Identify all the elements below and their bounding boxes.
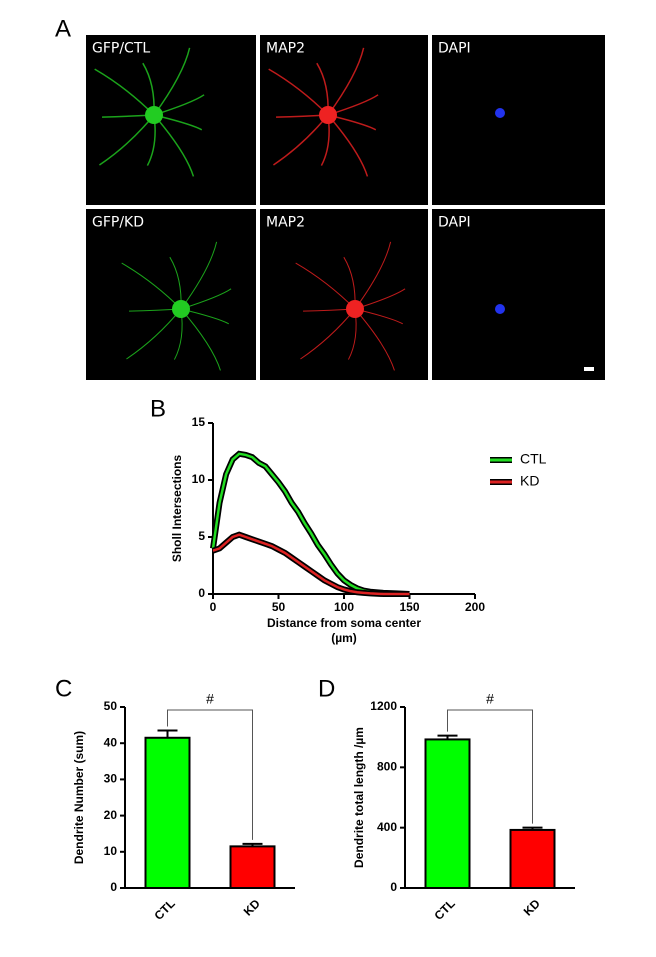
tile-label: MAP2 [266,215,305,231]
x-tick-label: 150 [399,600,419,614]
error-band [212,531,410,597]
nucleus [495,304,505,314]
panel-label: A [55,15,71,42]
y-tick-label: 1200 [370,699,397,713]
bar [424,738,471,889]
soma [172,300,190,318]
bar [144,736,191,890]
tile-label: MAP2 [266,41,305,57]
series-line [211,452,410,596]
x-tick-label: 100 [334,600,354,614]
annotation: # [206,691,214,707]
y-tick-label: 0 [110,880,117,894]
tile-label: GFP/CTL [92,41,150,57]
y-tick-label: 0 [198,586,205,600]
panel-label: C [55,675,72,702]
nucleus [495,108,505,118]
y-tick-label: 15 [192,415,206,429]
y-tick-label: 30 [104,772,118,786]
x-tick-label: 50 [272,600,286,614]
y-tick-label: 5 [198,529,205,543]
scale-bar [584,367,594,371]
tile-label: GFP/KD [92,215,144,231]
panel-label: B [150,395,166,422]
bar [229,845,276,889]
series-line [212,533,410,596]
y-tick-label: 800 [377,760,397,774]
tile-label: DAPI [438,41,471,57]
x-tick-label: CTL [151,896,177,922]
micrograph [260,35,428,205]
annotation: # [486,691,494,707]
x-tick-label: 0 [210,600,217,614]
tile-label: DAPI [438,215,471,231]
micrograph [432,35,605,205]
significance-bracket [447,709,533,824]
y-tick-label: 10 [104,844,118,858]
soma [319,106,337,124]
y-axis-label: Dendrite total length /µm [352,727,366,868]
y-tick-label: 400 [377,820,397,834]
x-tick-label: 200 [465,600,485,614]
legend-label: KD [520,473,539,489]
micrograph [432,209,605,380]
soma [145,106,163,124]
y-tick-label: 10 [192,472,206,486]
y-tick-label: 0 [390,880,397,894]
x-tick-label: KD [241,896,263,918]
panel-label: D [318,675,335,702]
micrograph [260,209,428,380]
legend-label: CTL [520,451,547,467]
y-axis-label: Sholl Intersections [170,454,184,562]
micrograph [86,209,256,380]
significance-bracket [167,709,253,840]
y-tick-label: 40 [104,735,118,749]
x-tick-label: CTL [431,896,457,922]
y-axis-label: Dendrite Number (sum) [72,731,86,864]
y-tick-label: 20 [104,808,118,822]
bar [509,828,556,889]
x-tick-label: KD [521,896,543,918]
y-tick-label: 50 [104,699,118,713]
soma [346,300,364,318]
x-axis-label: (µm) [331,631,357,645]
x-axis-label: Distance from soma center [267,616,421,630]
